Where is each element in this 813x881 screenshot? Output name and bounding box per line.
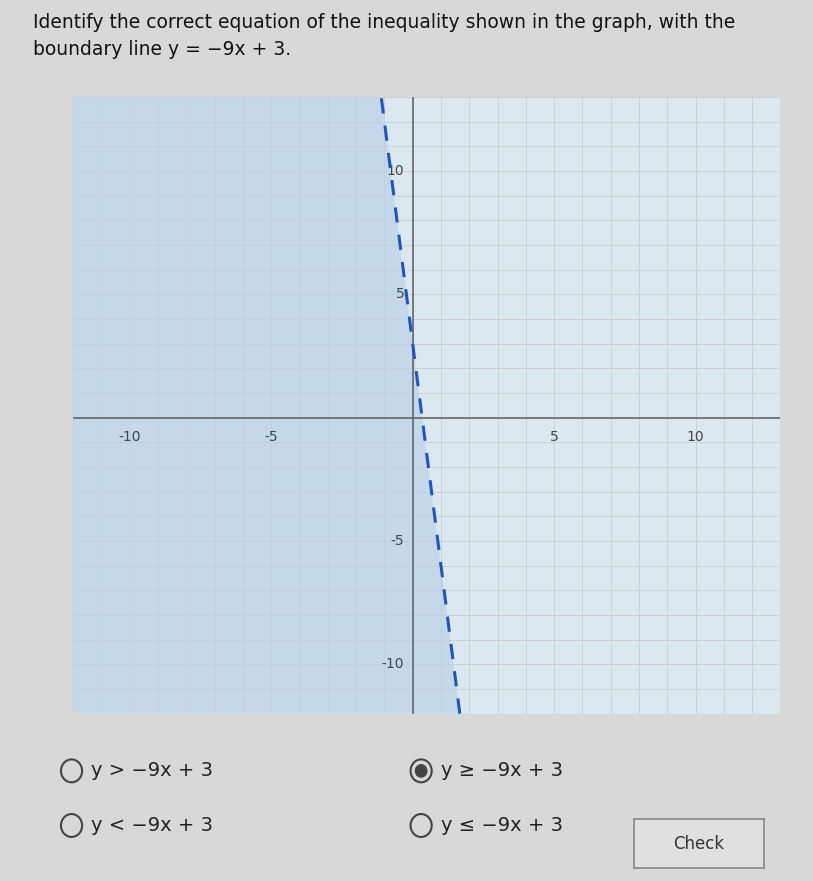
- Text: Identify the correct equation of the inequality shown in the graph, with the: Identify the correct equation of the ine…: [33, 13, 735, 33]
- Text: y ≥ −9x + 3: y ≥ −9x + 3: [441, 761, 563, 781]
- Text: 10: 10: [687, 430, 704, 444]
- Text: y < −9x + 3: y < −9x + 3: [91, 816, 213, 835]
- Text: Check: Check: [674, 834, 724, 853]
- Text: y ≤ −9x + 3: y ≤ −9x + 3: [441, 816, 563, 835]
- Text: 10: 10: [386, 164, 404, 178]
- Text: 5: 5: [395, 287, 404, 301]
- Text: y > −9x + 3: y > −9x + 3: [91, 761, 213, 781]
- Text: -5: -5: [264, 430, 278, 444]
- Text: -10: -10: [119, 430, 141, 444]
- Text: -5: -5: [390, 534, 404, 548]
- Polygon shape: [73, 97, 460, 714]
- Text: boundary line y = −9x + 3.: boundary line y = −9x + 3.: [33, 40, 290, 59]
- Text: 5: 5: [550, 430, 559, 444]
- Text: -10: -10: [381, 657, 404, 671]
